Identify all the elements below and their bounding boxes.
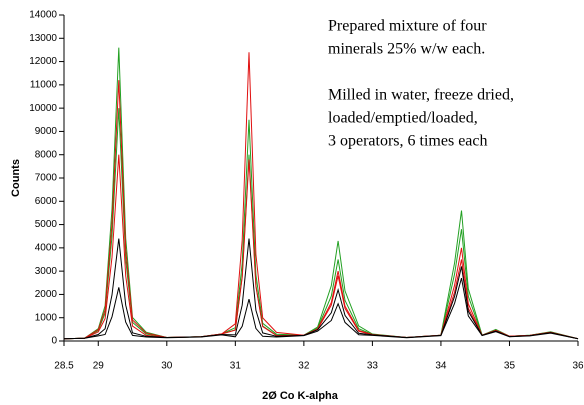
data-line — [63, 47, 579, 340]
annotation: loaded/emptied/loaded, — [328, 110, 478, 127]
data-line — [63, 52, 579, 340]
annotation: minerals 25% w/w each. — [328, 41, 485, 58]
y-tick-label: 4000 — [35, 242, 58, 253]
y-axis-label: Counts — [10, 159, 22, 197]
x-tick-label: 30 — [161, 361, 173, 372]
y-tick-label: 7000 — [35, 173, 58, 184]
y-tick-label: 0 — [51, 336, 57, 347]
x-tick-label: 32 — [298, 361, 310, 372]
y-tick-label: 5000 — [35, 219, 58, 230]
x-tick-label: 31 — [230, 361, 242, 372]
data-line — [63, 108, 579, 340]
y-tick-label: 10000 — [29, 103, 57, 114]
x-tick-label: 36 — [572, 361, 584, 372]
x-tick-label: 29 — [93, 361, 105, 372]
x-tick-label: 35 — [504, 361, 516, 372]
data-line — [63, 154, 579, 340]
y-tick-label: 3000 — [35, 266, 58, 277]
annotation: 3 operators, 6 times each — [328, 133, 488, 150]
y-tick-label: 8000 — [35, 149, 58, 160]
y-tick-label: 2000 — [35, 289, 58, 300]
y-tick-label: 9000 — [35, 126, 58, 137]
y-tick-label: 13000 — [29, 33, 57, 44]
y-tick-label: 14000 — [29, 10, 57, 21]
x-tick-label: 33 — [367, 361, 379, 372]
x-tick-label: 28.5 — [54, 361, 74, 372]
annotation: Prepared mixture of four — [328, 18, 487, 35]
x-tick-label: 34 — [435, 361, 447, 372]
annotation: Milled in water, freeze dried, — [328, 87, 514, 104]
y-tick-label: 11000 — [30, 79, 58, 90]
y-tick-label: 6000 — [35, 196, 58, 207]
y-tick-label: 1000 — [35, 312, 58, 323]
x-axis-label: 2Ø Co K-alpha — [262, 390, 339, 402]
y-tick-label: 12000 — [29, 56, 57, 67]
data-line — [63, 277, 579, 340]
